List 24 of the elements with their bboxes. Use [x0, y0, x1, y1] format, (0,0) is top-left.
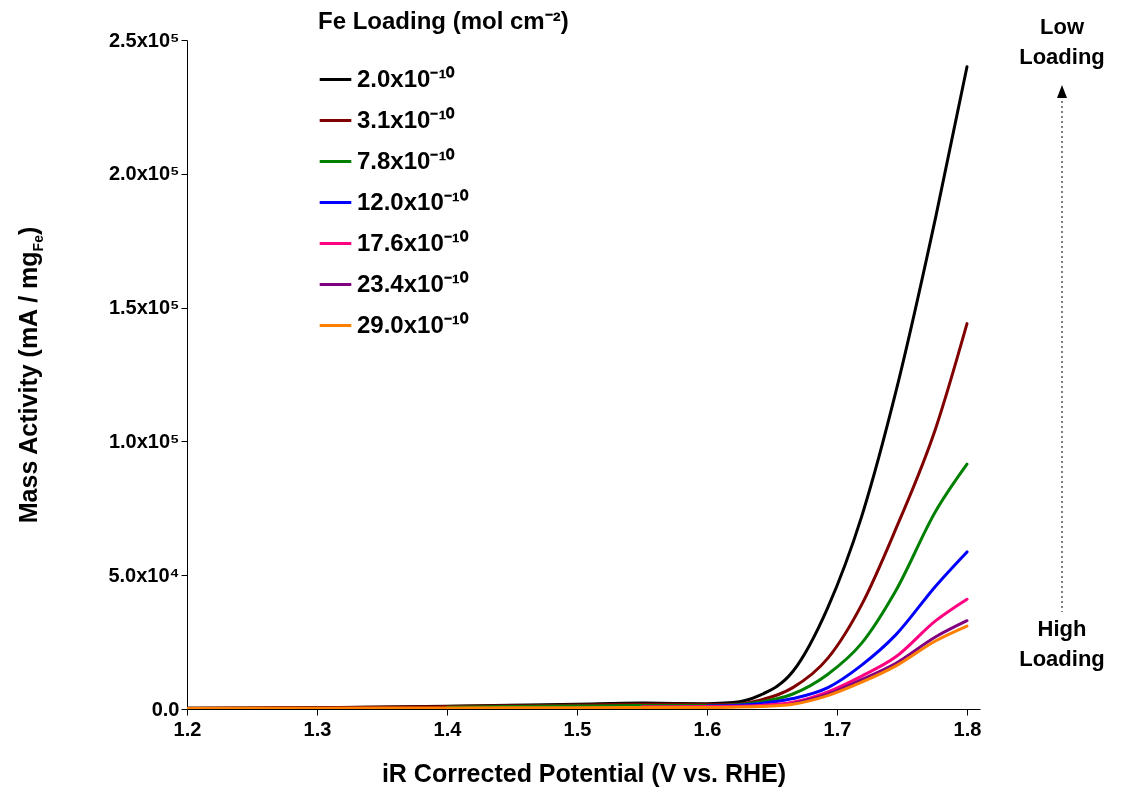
y-tick-label: 2.5x10⁵: [108, 28, 180, 51]
x-tick-label: 1.7: [823, 717, 852, 740]
legend-label: 7.8x10⁻¹⁰: [357, 146, 456, 174]
legend-label: 23.4x10⁻¹⁰: [357, 269, 469, 297]
x-axis-title: iR Corrected Potential (V vs. RHE): [381, 758, 787, 787]
x-tick-label: 1.4: [433, 717, 463, 740]
x-tick-label: 1.8: [953, 717, 982, 740]
legend-title: Fe Loading (mol cm⁻²): [318, 7, 569, 34]
x-tick-label: 1.5: [563, 717, 592, 740]
x-tick-label: 1.6: [693, 717, 722, 740]
legend-label: 3.1x10⁻¹⁰: [357, 105, 456, 133]
y-tick-label: 1.0x10⁵: [108, 429, 180, 452]
legend-label: 29.0x10⁻¹⁰: [357, 310, 469, 338]
y-tick-label: 0.0: [151, 697, 180, 720]
y-tick-label: 1.5x10⁵: [108, 296, 180, 319]
y-tick-label: 5.0x10⁴: [108, 563, 180, 586]
text: High Loading: [1018, 615, 1106, 673]
x-tick-label: 1.3: [303, 717, 332, 740]
legend-label: 12.0x10⁻¹⁰: [357, 187, 469, 215]
legend-label: 17.6x10⁻¹⁰: [357, 228, 469, 256]
x-tick-label: 1.2: [173, 717, 202, 740]
legend-label: 2.0x10⁻¹⁰: [357, 64, 456, 92]
text: Low Loading: [1018, 13, 1106, 71]
y-tick-label: 2.0x10⁵: [108, 162, 180, 185]
